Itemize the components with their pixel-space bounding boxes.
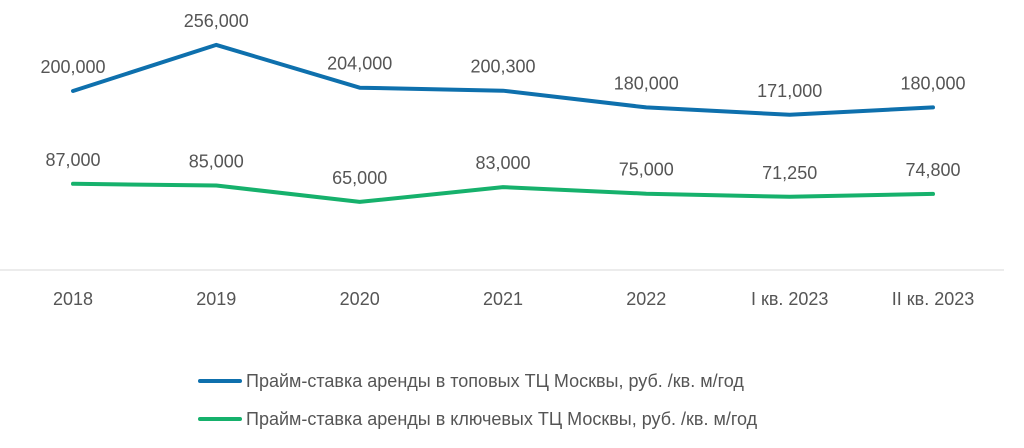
x-tick-label: I кв. 2023	[751, 289, 828, 309]
data-label-top-malls: 256,000	[184, 11, 249, 31]
data-label-top-malls: 180,000	[900, 73, 965, 93]
series-lines	[71, 42, 935, 204]
series-line-top-malls	[71, 42, 935, 117]
data-label-top-malls: 180,000	[614, 73, 679, 93]
data-label-top-malls: 200,300	[470, 57, 535, 77]
data-label-top-malls: 200,000	[40, 57, 105, 77]
data-label-key-malls: 83,000	[475, 153, 530, 173]
line-chart: 200,000 256,000 204,000 200,300 180,000 171,0…	[0, 11, 1004, 309]
x-tick-label: 2022	[626, 289, 666, 309]
data-label-key-malls: 87,000	[45, 150, 100, 170]
x-axis-ticks: 2018 2019 2020 2021 2022 I кв. 2023 II кв. 202…	[53, 289, 974, 309]
data-label-key-malls: 85,000	[189, 152, 244, 172]
data-label-top-malls: 204,000	[327, 54, 392, 74]
legend-label-key-malls: Прайм-ставка аренды в ключевых ТЦ Москвы…	[246, 408, 758, 429]
legend-label-top-malls: Прайм-ставка аренды в топовых ТЦ Москвы,…	[246, 370, 744, 391]
x-tick-label: II кв. 2023	[892, 289, 975, 309]
legend-item-key-malls: Прайм-ставка аренды в ключевых ТЦ Москвы…	[198, 400, 757, 438]
x-tick-label: 2020	[340, 289, 380, 309]
data-label-key-malls: 74,800	[905, 160, 960, 180]
legend: Прайм-ставка аренды в топовых ТЦ Москвы,…	[198, 362, 757, 438]
x-tick-label: 2021	[483, 289, 523, 309]
series-line-key-malls	[71, 181, 935, 204]
x-tick-label: 2019	[196, 289, 236, 309]
legend-swatch-key-malls	[198, 417, 242, 421]
data-labels: 200,000 256,000 204,000 200,300 180,000 171,0…	[40, 11, 965, 188]
data-label-key-malls: 71,250	[762, 163, 817, 183]
data-label-key-malls: 65,000	[332, 168, 387, 188]
data-label-top-malls: 171,000	[757, 81, 822, 101]
x-tick-label: 2018	[53, 289, 93, 309]
legend-item-top-malls: Прайм-ставка аренды в топовых ТЦ Москвы,…	[198, 362, 757, 400]
legend-swatch-top-malls	[198, 379, 242, 383]
data-label-key-malls: 75,000	[619, 160, 674, 180]
